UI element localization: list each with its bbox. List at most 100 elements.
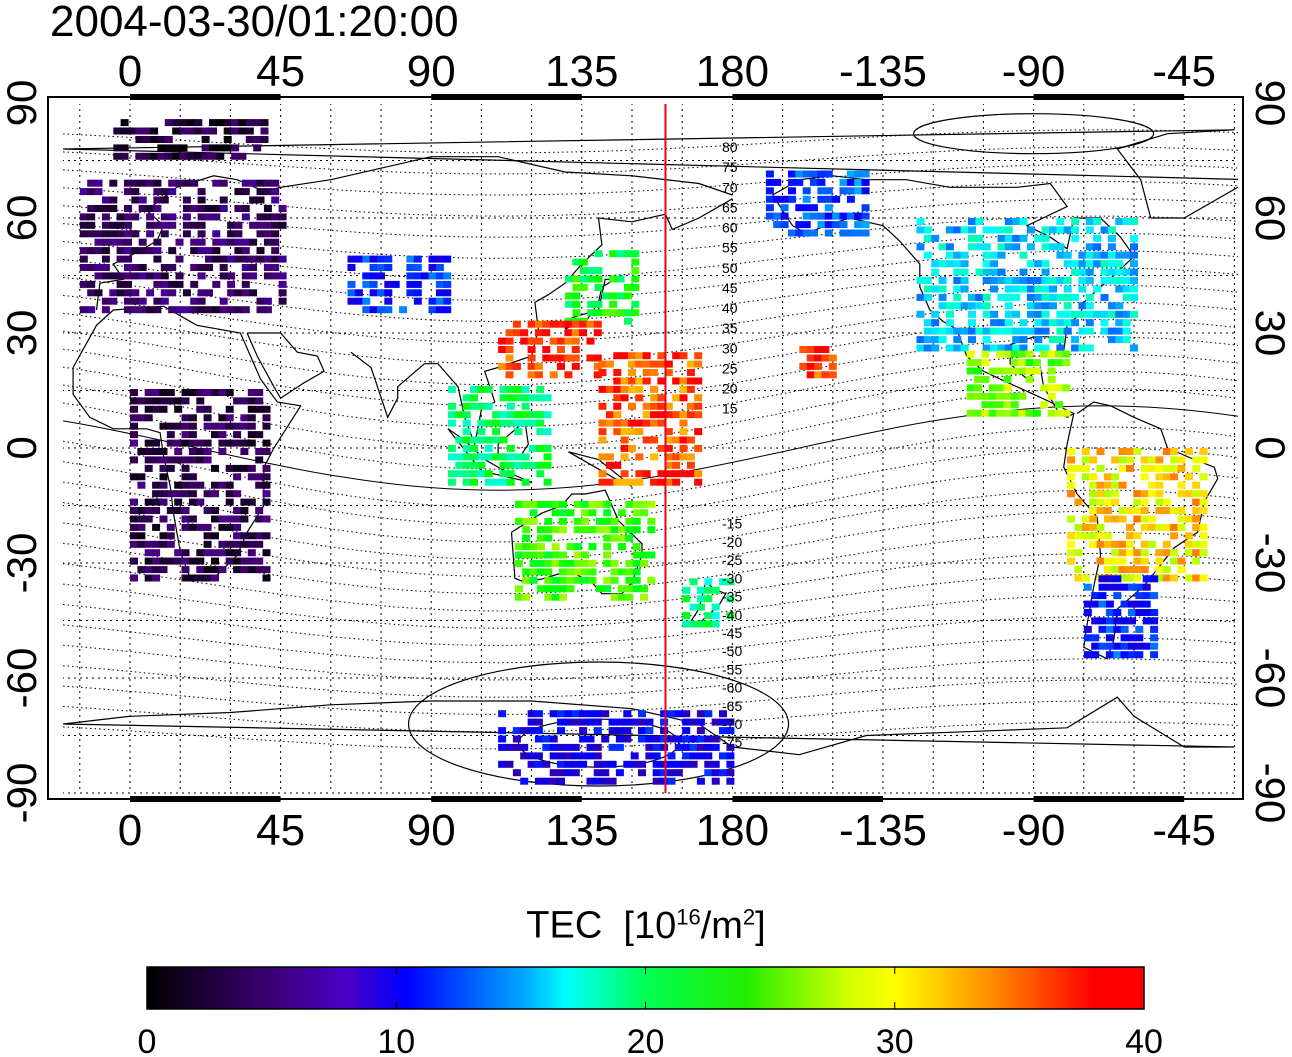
tec-cell-south-america <box>1096 498 1105 506</box>
tec-cell-north-america <box>982 260 991 268</box>
tec-cell-south-america <box>1096 490 1105 498</box>
tec-cell-europe <box>271 255 280 263</box>
tec-cell-north-america <box>923 277 932 284</box>
tec-cell-africa <box>152 523 161 531</box>
tec-cell-central-america <box>988 384 997 392</box>
tec-cell-antarctica <box>601 769 610 777</box>
tec-cell-southeast-asia <box>462 402 471 410</box>
tec-cell-south-america <box>1081 456 1090 464</box>
tec-cell-africa <box>188 557 197 565</box>
tec-cell-africa <box>211 557 219 565</box>
tec-cell-north-america <box>938 243 947 251</box>
tec-cell-antarctica <box>615 769 624 777</box>
tec-cell-antarctica <box>660 760 669 768</box>
tec-cell-japan <box>624 309 632 317</box>
tec-cell-europe <box>146 289 155 297</box>
tec-cell-africa <box>247 540 256 548</box>
tec-cell-southeast-asia <box>447 385 456 393</box>
tec-cell-europe <box>263 238 272 246</box>
tec-cell-southeast-asia <box>447 453 456 461</box>
tec-cell-central-america <box>1062 359 1071 367</box>
tec-cell-europe <box>227 230 236 238</box>
tec-cell-antarctica <box>711 769 720 777</box>
tec-cell-australia <box>522 568 531 576</box>
tec-cell-europe <box>153 238 162 246</box>
tec-cell-new-zealand <box>711 603 720 611</box>
tec-cell-north-america <box>1049 226 1057 234</box>
tec-cell-central-asia <box>384 264 393 271</box>
tec-cell-western-pacific <box>686 369 695 376</box>
tec-cell-southeast-asia <box>447 470 456 478</box>
contour-label: -30 <box>722 570 742 586</box>
tec-cell-japan <box>565 292 574 300</box>
tec-cell-north-america <box>945 302 954 310</box>
tec-cell-hawaii <box>799 362 808 370</box>
tec-cell-africa <box>211 574 219 582</box>
tec-cell-alaska <box>810 204 818 212</box>
tec-cell-east-asia-low-latitude <box>512 320 521 328</box>
tec-cell-southeast-asia <box>499 478 508 486</box>
tec-cell-africa <box>255 566 264 574</box>
tec-cell-europe <box>116 247 125 255</box>
tec-cell-western-pacific <box>664 470 673 478</box>
tec-cell-europe <box>263 188 272 196</box>
tec-cell-north-america <box>1122 293 1131 301</box>
tec-cell-europe <box>109 221 118 229</box>
tec-cell-africa <box>196 397 205 405</box>
tec-cell-antarctica <box>711 718 720 726</box>
tec-cell-southeast-asia <box>536 461 545 469</box>
tec-cell-central-america <box>1047 392 1056 400</box>
tec-cell-europe <box>205 306 213 314</box>
tec-cell-antarctica <box>534 760 543 768</box>
tec-cell-western-pacific <box>686 411 695 419</box>
tec-cell-central-asia <box>354 289 363 297</box>
tec-cell-antarctica <box>498 735 507 743</box>
tec-cell-africa <box>225 557 234 565</box>
tec-cell-australia <box>514 559 523 567</box>
tec-cell-arctic-europe <box>172 127 181 135</box>
tec-cell-north-america <box>1026 277 1035 284</box>
tec-cell-south-america <box>1199 540 1208 548</box>
tec-cell-western-pacific <box>642 360 651 368</box>
tec-cell-australia <box>573 559 582 567</box>
tec-cell-australia <box>559 568 567 576</box>
tec-cell-antarctica <box>682 760 691 768</box>
tec-cell-europe <box>94 272 103 280</box>
tec-cell-europe <box>116 221 125 229</box>
tec-cell-antarctica <box>689 752 698 760</box>
tec-cell-europe <box>197 196 206 204</box>
tec-cell-antarctica <box>726 743 735 751</box>
tec-cell-western-pacific <box>657 360 666 368</box>
tec-cell-south-america <box>1118 549 1127 557</box>
tec-cell-east-asia-low-latitude <box>571 346 580 353</box>
tec-cell-south-america <box>1140 490 1149 498</box>
tec-cell-africa <box>137 532 146 540</box>
tec-cell-north-america <box>982 293 991 301</box>
tec-cell-africa <box>152 540 161 548</box>
tec-cell-east-asia-low-latitude <box>564 371 573 379</box>
tec-cell-australia <box>595 585 604 593</box>
tec-cell-antarctica <box>652 769 661 777</box>
tec-cell-africa <box>152 490 161 498</box>
tec-cell-africa <box>152 397 161 405</box>
tec-cell-south-america <box>1111 566 1120 574</box>
tec-cell-africa <box>203 532 212 540</box>
latitude-tick-label-left: 30 <box>0 310 45 357</box>
tec-cell-east-asia-low-latitude <box>505 337 514 345</box>
tec-cell-europe <box>234 238 243 246</box>
tec-cell-australia <box>581 568 590 576</box>
tec-cell-europe <box>241 188 250 196</box>
tec-cell-antarctica <box>601 777 610 785</box>
tec-cell-southeast-asia <box>543 428 552 436</box>
tec-cell-south-america <box>1133 490 1142 498</box>
tec-cell-europe <box>227 238 236 246</box>
tec-cell-arctic-europe <box>201 136 210 143</box>
tec-cell-europe <box>263 179 272 187</box>
tec-cell-east-asia-low-latitude <box>527 362 536 370</box>
tec-cell-europe <box>205 264 213 271</box>
tec-cell-africa <box>188 431 197 439</box>
tec-cell-australia <box>625 576 634 584</box>
tec-cell-south-america <box>1067 456 1076 464</box>
tec-cell-africa <box>225 481 234 489</box>
tec-cell-new-zealand <box>711 586 720 594</box>
